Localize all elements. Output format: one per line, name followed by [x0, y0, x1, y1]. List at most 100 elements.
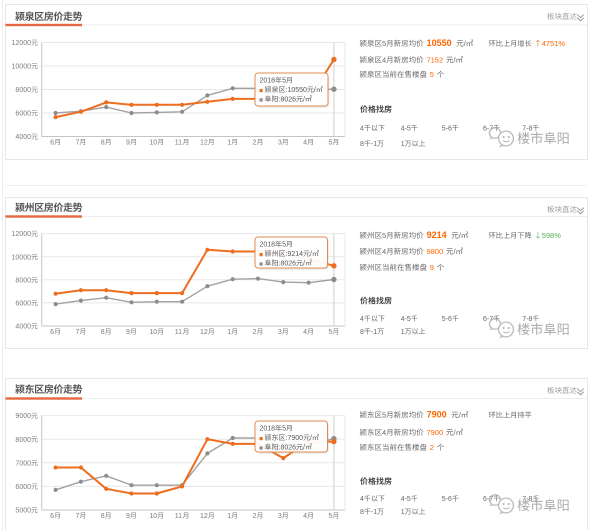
svg-text:5: 5 — [382, 231, 386, 240]
svg-text:4: 4 — [360, 496, 364, 503]
svg-text:11: 11 — [175, 329, 182, 336]
svg-text::8026: :8026 — [279, 96, 297, 103]
svg-text:7-8: 7-8 — [522, 126, 532, 133]
svg-text:1: 1 — [227, 513, 231, 520]
svg-text:5: 5 — [328, 329, 332, 336]
svg-text:6000: 6000 — [15, 301, 31, 308]
svg-text:6: 6 — [50, 329, 54, 336]
svg-text:12: 12 — [200, 513, 208, 520]
svg-text:5: 5 — [282, 426, 286, 433]
svg-text:6: 6 — [50, 140, 54, 147]
svg-text:1: 1 — [227, 329, 231, 336]
svg-text:10: 10 — [149, 140, 157, 147]
svg-text:/: / — [303, 96, 305, 103]
svg-text:5: 5 — [328, 140, 332, 147]
svg-text:7900: 7900 — [287, 435, 303, 442]
svg-text:/: / — [459, 411, 462, 420]
svg-text:4-5: 4-5 — [401, 496, 411, 503]
svg-text:8: 8 — [101, 329, 105, 336]
svg-text:5: 5 — [430, 70, 434, 79]
svg-text:2018: 2018 — [260, 78, 276, 85]
svg-text:5: 5 — [282, 242, 286, 249]
svg-text:4: 4 — [382, 428, 386, 437]
svg-text:7000: 7000 — [15, 460, 31, 467]
svg-text:7-8: 7-8 — [522, 316, 532, 323]
svg-text:11: 11 — [175, 513, 182, 520]
svg-text:6-7: 6-7 — [483, 126, 493, 133]
svg-text:8: 8 — [360, 329, 364, 336]
svg-text:9: 9 — [126, 140, 130, 147]
svg-text:-1: -1 — [371, 141, 377, 148]
svg-text:12: 12 — [200, 140, 208, 147]
svg-text:9000: 9000 — [15, 413, 31, 420]
svg-text:6000: 6000 — [15, 484, 31, 491]
svg-text:9214: 9214 — [427, 230, 447, 240]
svg-text:2018: 2018 — [260, 426, 276, 433]
svg-text:6000: 6000 — [15, 111, 31, 118]
svg-text:3: 3 — [278, 140, 282, 147]
svg-text:/: / — [303, 444, 305, 451]
svg-text:9: 9 — [430, 263, 434, 272]
svg-text:7-8: 7-8 — [522, 496, 532, 503]
svg-text:4: 4 — [303, 513, 307, 520]
svg-text:9: 9 — [126, 513, 130, 520]
svg-text:2: 2 — [253, 140, 257, 147]
svg-text:10000: 10000 — [12, 64, 32, 71]
svg-text:4: 4 — [382, 56, 386, 65]
svg-text:10550: 10550 — [427, 38, 452, 48]
svg-text:4000: 4000 — [15, 134, 31, 141]
svg-text:7900: 7900 — [427, 410, 447, 420]
svg-text:7: 7 — [75, 513, 79, 520]
svg-text:8000: 8000 — [15, 437, 31, 444]
svg-text::8026: :8026 — [279, 444, 297, 451]
svg-text::: : — [286, 251, 288, 258]
svg-text:5: 5 — [282, 78, 286, 85]
svg-text::: : — [286, 435, 288, 442]
svg-text:5: 5 — [328, 513, 332, 520]
svg-text:4000: 4000 — [15, 324, 31, 331]
svg-text:8: 8 — [101, 140, 105, 147]
svg-text:-1: -1 — [371, 509, 377, 516]
svg-text:5000: 5000 — [15, 508, 31, 515]
svg-text:12000: 12000 — [12, 40, 32, 47]
svg-text:-1: -1 — [371, 329, 377, 336]
svg-text:598%: 598% — [542, 231, 562, 240]
svg-text:/: / — [314, 87, 316, 94]
svg-text:/: / — [303, 260, 305, 267]
svg-text:5-6: 5-6 — [442, 316, 452, 323]
svg-text:4-5: 4-5 — [401, 126, 411, 133]
svg-text:10550: 10550 — [287, 87, 307, 94]
svg-text:10: 10 — [149, 513, 157, 520]
svg-text:2018: 2018 — [260, 242, 276, 249]
svg-text:12000: 12000 — [12, 231, 32, 238]
svg-text:1: 1 — [401, 509, 405, 516]
svg-text:4: 4 — [303, 140, 307, 147]
svg-text:10: 10 — [149, 329, 157, 336]
svg-text:11: 11 — [175, 140, 182, 147]
svg-text:5: 5 — [382, 39, 386, 48]
svg-text:10000: 10000 — [12, 254, 32, 261]
svg-text:5: 5 — [382, 411, 386, 420]
svg-text:8000: 8000 — [15, 277, 31, 284]
svg-text:7: 7 — [75, 140, 79, 147]
svg-text:2: 2 — [430, 443, 434, 452]
svg-text::: : — [286, 87, 288, 94]
svg-text:/: / — [310, 251, 312, 258]
svg-text:/: / — [459, 231, 462, 240]
svg-text:6-7: 6-7 — [483, 316, 493, 323]
svg-text:9800: 9800 — [426, 247, 443, 256]
svg-text:1: 1 — [401, 329, 405, 336]
svg-text:8: 8 — [101, 513, 105, 520]
svg-text:5-6: 5-6 — [442, 496, 452, 503]
svg-text:8: 8 — [360, 141, 364, 148]
svg-text:2: 2 — [253, 513, 257, 520]
svg-text:6-7: 6-7 — [483, 496, 493, 503]
svg-text:1: 1 — [227, 140, 231, 147]
svg-text:2: 2 — [253, 329, 257, 336]
svg-text:/: / — [310, 435, 312, 442]
svg-text:1: 1 — [401, 141, 405, 148]
svg-text:8: 8 — [360, 509, 364, 516]
svg-text:3: 3 — [278, 513, 282, 520]
svg-text:4: 4 — [360, 126, 364, 133]
svg-text:/: / — [464, 39, 467, 48]
